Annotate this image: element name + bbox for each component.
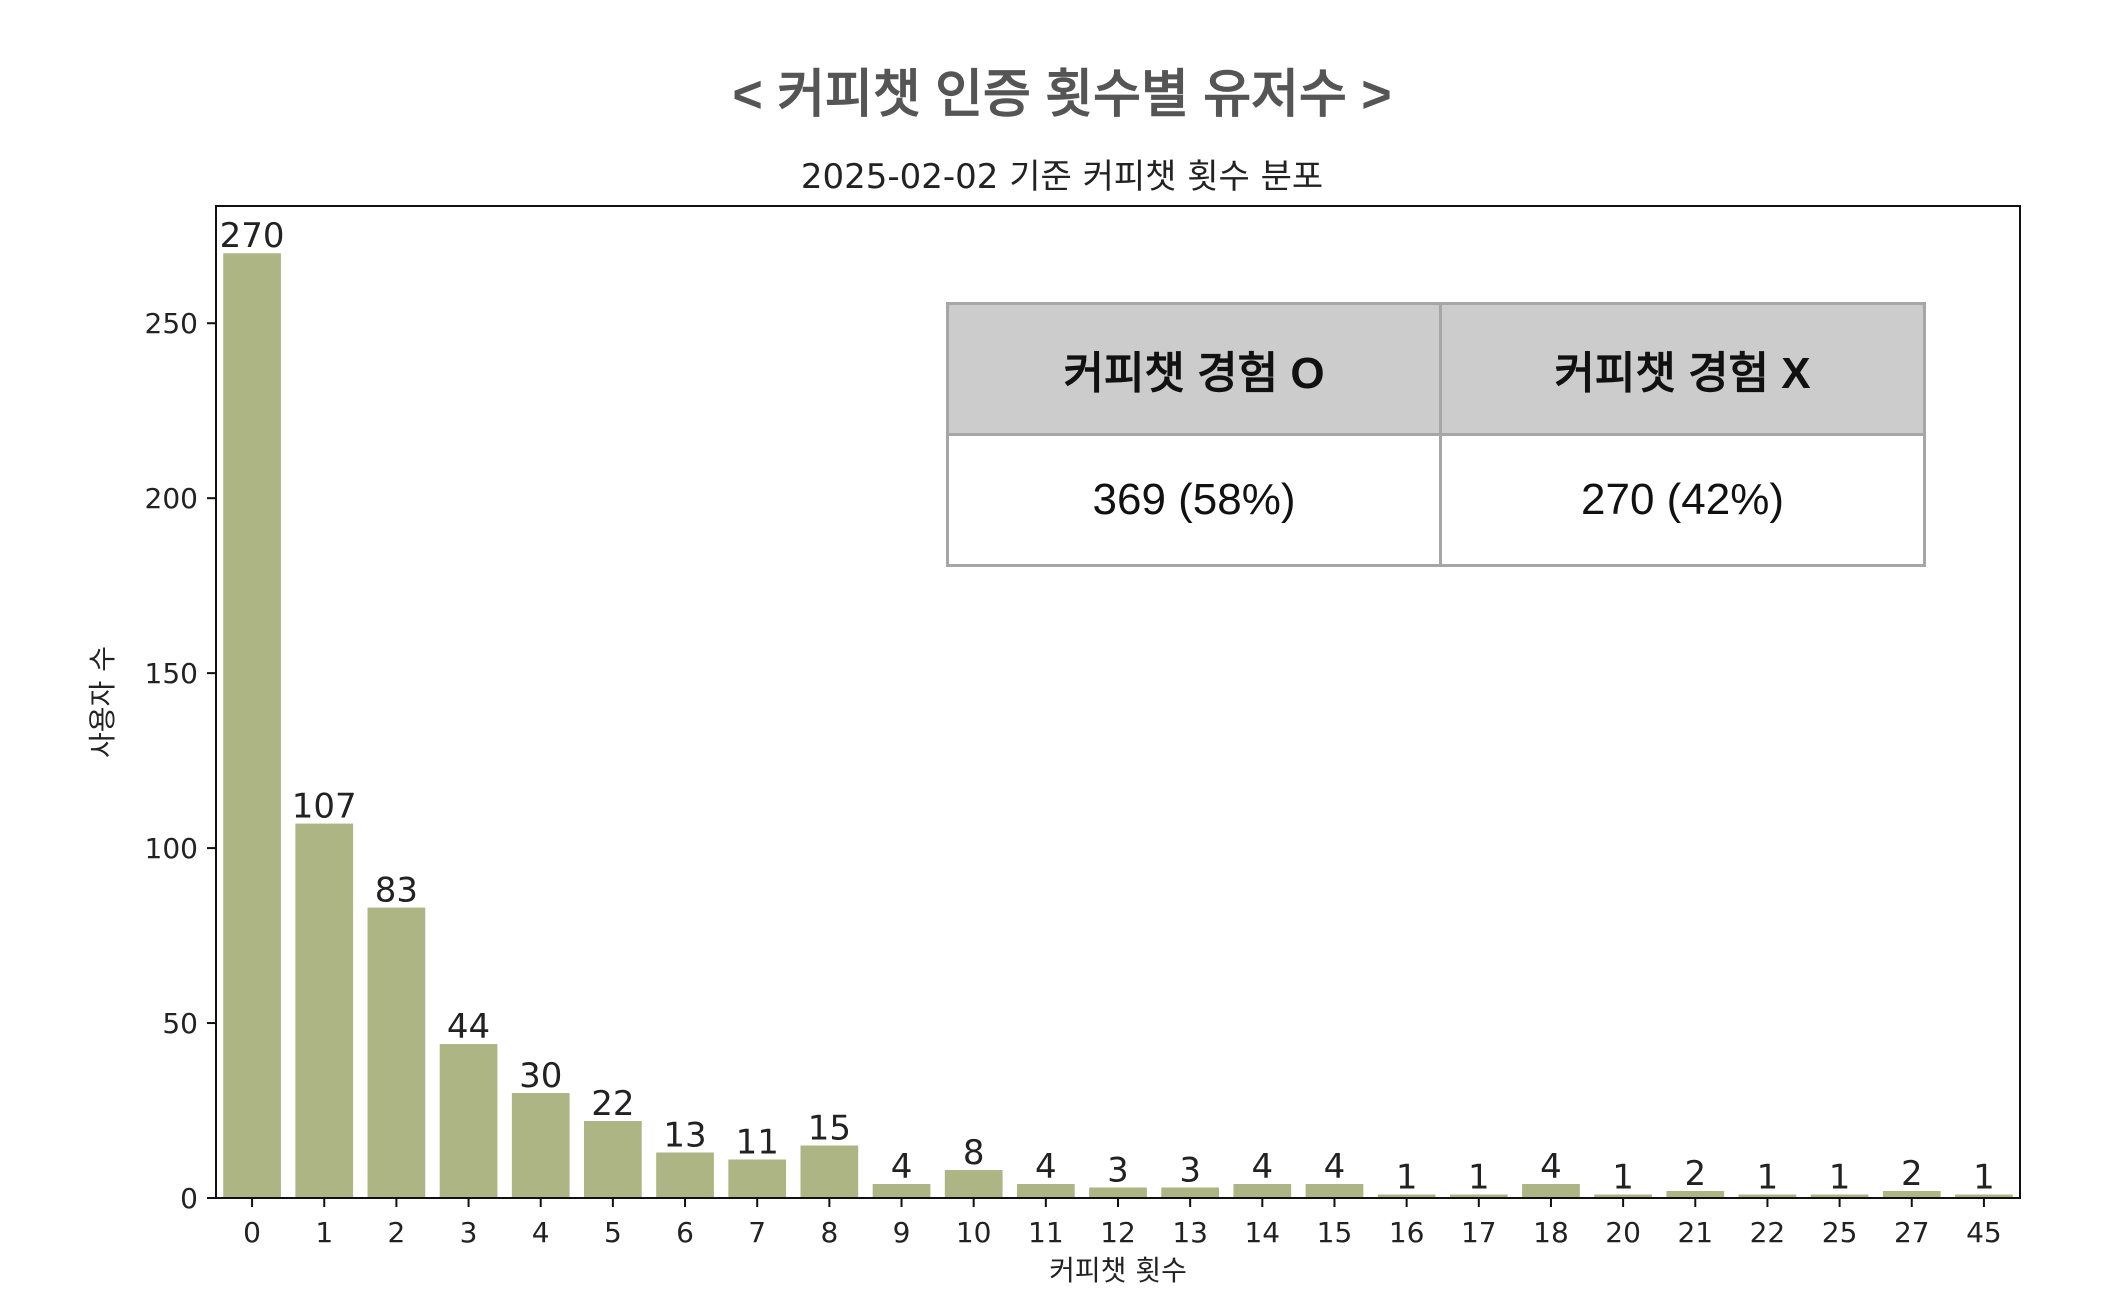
bar-value-label-8: 15	[808, 1109, 851, 1149]
bar-8	[800, 1145, 859, 1198]
x-tick-label-17: 17	[1461, 1216, 1497, 1249]
value-coffee-chat-no: 270 (42%)	[1439, 433, 1926, 567]
page-title: < 커피챗 인증 횟수별 유저수 >	[732, 66, 1392, 124]
bar-18	[1522, 1184, 1580, 1198]
bar-5	[584, 1121, 642, 1198]
bar-value-label-45: 1	[1973, 1158, 1995, 1198]
bar-value-label-9: 4	[891, 1147, 913, 1187]
x-tick-label-21: 21	[1677, 1216, 1713, 1249]
bar-4	[511, 1093, 570, 1198]
bar-6	[656, 1152, 714, 1198]
bar-0	[223, 253, 281, 1198]
bar-value-label-11: 4	[1035, 1147, 1057, 1187]
bar-17	[1449, 1194, 1508, 1198]
x-tick-label-4: 4	[532, 1216, 550, 1249]
x-tick-label-22: 22	[1750, 1216, 1786, 1249]
bar-22	[1738, 1194, 1797, 1198]
bar-value-label-0: 270	[220, 216, 285, 256]
bar-value-label-20: 1	[1612, 1158, 1634, 1198]
bar-2	[367, 907, 426, 1198]
summary-header-row: 커피챗 경험 O 커피챗 경험 X	[945, 302, 1926, 436]
bar-value-label-4: 30	[519, 1056, 562, 1096]
bar-value-label-12: 3	[1107, 1151, 1129, 1191]
x-tick-label-0: 0	[243, 1216, 261, 1249]
x-tick-label-20: 20	[1605, 1216, 1641, 1249]
summary-table: 커피챗 경험 O 커피챗 경험 X 369 (58%) 270 (42%)	[945, 302, 1926, 567]
bar-3	[439, 1044, 498, 1198]
x-tick-label-1: 1	[315, 1216, 333, 1249]
x-tick-label-15: 15	[1317, 1216, 1353, 1249]
x-axis: 0 1 2 3 4 5 6 7 8 9 10 11 12 13 14 15 16 17 18 20 21 22 25 27 45	[243, 1198, 2002, 1249]
bar-value-label-3: 44	[447, 1007, 490, 1047]
x-tick-label-11: 11	[1028, 1216, 1064, 1249]
x-axis-label: 커피챗 횟수	[1049, 1254, 1187, 1287]
x-tick-label-45: 45	[1966, 1216, 2002, 1249]
bar-10	[944, 1170, 1003, 1198]
bar-value-label-16: 1	[1396, 1158, 1418, 1198]
bar-1	[295, 823, 354, 1198]
x-tick-label-8: 8	[820, 1216, 838, 1249]
bar-14	[1233, 1184, 1292, 1198]
bar-25	[1810, 1194, 1869, 1198]
bar-value-label-17: 1	[1468, 1158, 1490, 1198]
x-tick-label-13: 13	[1172, 1216, 1208, 1249]
bar-value-label-13: 3	[1179, 1151, 1201, 1191]
bar-value-label-22: 1	[1757, 1158, 1779, 1198]
bar-value-label-5: 22	[591, 1084, 634, 1124]
bar-value-label-7: 11	[736, 1123, 779, 1163]
bar-value-label-27: 2	[1901, 1154, 1923, 1194]
x-tick-label-9: 9	[893, 1216, 911, 1249]
bar-15	[1305, 1184, 1364, 1198]
bar-12	[1089, 1187, 1147, 1198]
header-coffee-chat-yes: 커피챗 경험 O	[945, 302, 1443, 436]
bar-value-label-14: 4	[1251, 1147, 1273, 1187]
y-tick-label-50: 50	[162, 1007, 198, 1040]
summary-value-row: 369 (58%) 270 (42%)	[945, 433, 1926, 567]
bar-value-label-21: 2	[1684, 1154, 1706, 1194]
x-tick-label-6: 6	[676, 1216, 694, 1249]
chart-title: 2025-02-02 기준 커피챗 횟수 분포	[801, 157, 1323, 197]
bars-group	[223, 253, 2013, 1198]
x-tick-label-16: 16	[1389, 1216, 1425, 1249]
y-tick-label-100: 100	[145, 832, 198, 865]
x-tick-label-18: 18	[1533, 1216, 1569, 1249]
x-tick-label-3: 3	[460, 1216, 478, 1249]
bar-21	[1666, 1191, 1725, 1198]
x-tick-label-27: 27	[1894, 1216, 1930, 1249]
plot-frame	[215, 205, 2021, 1199]
y-axis-label: 사용자 수	[86, 646, 119, 758]
y-tick-label-200: 200	[145, 482, 198, 515]
bar-16	[1377, 1194, 1436, 1198]
bar-value-label-18: 4	[1540, 1147, 1562, 1187]
bar-value-label-2: 83	[375, 871, 418, 911]
bar-value-label-25: 1	[1829, 1158, 1851, 1198]
x-tick-label-7: 7	[748, 1216, 766, 1249]
bar-45	[1955, 1194, 2013, 1198]
y-axis: 0 50 100 150 200 250	[145, 307, 216, 1215]
bar-27	[1882, 1191, 1941, 1198]
bar-13	[1161, 1187, 1220, 1198]
x-tick-label-5: 5	[604, 1216, 622, 1249]
x-tick-label-12: 12	[1100, 1216, 1136, 1249]
bar-9	[872, 1184, 931, 1198]
y-tick-label-150: 150	[145, 657, 198, 690]
bar-value-label-6: 13	[663, 1116, 706, 1156]
bar-value-label-10: 8	[963, 1133, 985, 1173]
bar-11	[1016, 1184, 1075, 1198]
bar-7	[728, 1159, 787, 1198]
bar-value-label-1: 107	[292, 787, 357, 827]
bar-20	[1594, 1194, 1652, 1198]
bar-value-label-15: 4	[1324, 1147, 1346, 1187]
value-coffee-chat-yes: 369 (58%)	[945, 433, 1443, 567]
header-coffee-chat-no: 커피챗 경험 X	[1439, 302, 1926, 436]
x-tick-label-14: 14	[1244, 1216, 1280, 1249]
x-tick-label-25: 25	[1822, 1216, 1858, 1249]
y-tick-label-250: 250	[145, 307, 198, 340]
x-tick-label-2: 2	[387, 1216, 405, 1249]
y-tick-label-0: 0	[180, 1182, 198, 1215]
x-tick-label-10: 10	[956, 1216, 992, 1249]
